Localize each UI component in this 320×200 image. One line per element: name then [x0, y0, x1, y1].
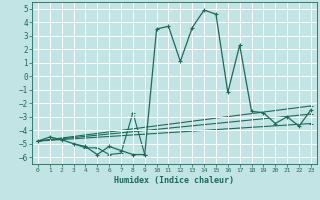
- X-axis label: Humidex (Indice chaleur): Humidex (Indice chaleur): [115, 176, 234, 185]
